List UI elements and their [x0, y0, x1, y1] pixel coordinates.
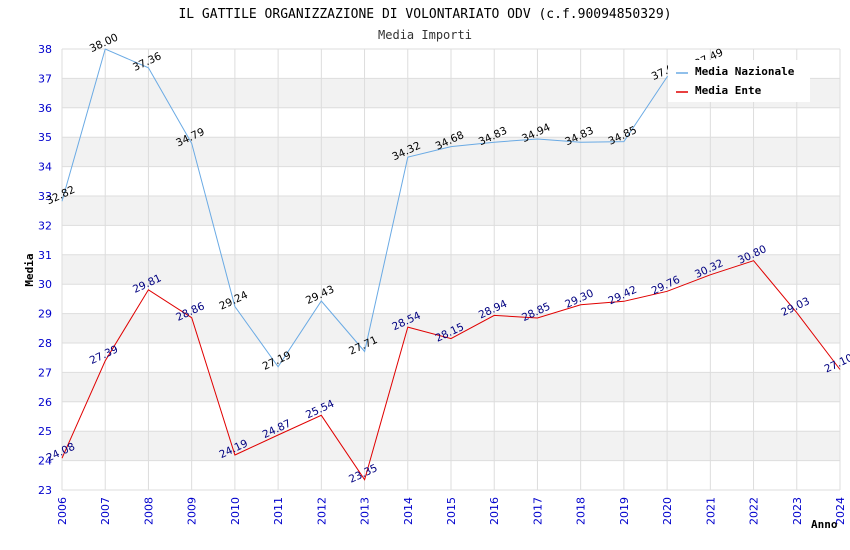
y-axis-label: Media — [23, 253, 36, 286]
y-tick-label: 31 — [38, 249, 52, 262]
data-label-1: 23.35 — [347, 462, 379, 486]
series-lines — [61, 48, 841, 481]
x-tick-label: 2016 — [488, 497, 501, 525]
series-line-1 — [61, 260, 841, 481]
series-line-0 — [61, 48, 711, 368]
x-tick-label: 2014 — [402, 497, 415, 525]
legend-label-ente: Media Ente — [695, 84, 762, 97]
x-tick-label: 2011 — [272, 497, 285, 525]
y-tick-label: 27 — [38, 366, 52, 379]
x-tick-label: 2010 — [229, 497, 242, 525]
x-tick-label: 2020 — [661, 497, 674, 525]
x-tick-label: 2021 — [704, 497, 717, 525]
y-axis-ticks: 23 24 25 26 27 28 29 30 31 32 33 34 35 36 37 38 — [38, 43, 52, 497]
data-label-1: 29.42 — [606, 284, 638, 308]
y-tick-label: 32 — [38, 219, 52, 232]
x-tick-label: 2015 — [445, 497, 458, 525]
y-tick-label: 33 — [38, 190, 52, 203]
y-tick-label: 26 — [38, 396, 52, 409]
data-label-0: 37.36 — [131, 50, 164, 74]
chart-subtitle: Media Importi — [378, 28, 472, 42]
x-axis-ticks: 2006 2007 2008 2009 2010 2011 2012 2013 2014 2015… — [56, 497, 847, 525]
x-tick-label: 2008 — [142, 497, 155, 525]
x-tick-label: 2009 — [186, 497, 199, 525]
y-tick-label: 35 — [38, 131, 52, 144]
x-axis-label: Anno — [811, 518, 838, 531]
data-label-0: 27.19 — [261, 349, 293, 373]
chart-title: IL GATTILE ORGANIZZAZIONE DI VOLONTARIAT… — [178, 7, 671, 22]
y-tick-label: 24 — [38, 455, 52, 468]
data-label-1: 29.30 — [563, 287, 595, 311]
y-tick-label: 30 — [38, 278, 52, 291]
y-tick-label: 28 — [38, 337, 52, 350]
grid-lines — [61, 48, 841, 491]
legend-box — [668, 60, 810, 102]
y-tick-label: 23 — [38, 484, 52, 497]
legend: Media Nazionale Media Ente — [668, 60, 810, 102]
x-tick-label: 2018 — [575, 497, 588, 525]
y-tick-label: 38 — [38, 43, 52, 56]
y-tick-label: 34 — [38, 161, 52, 174]
x-tick-label: 2023 — [791, 497, 804, 525]
x-tick-label: 2022 — [748, 497, 761, 525]
x-tick-label: 2007 — [99, 497, 112, 525]
y-tick-label: 37 — [38, 72, 52, 85]
x-tick-label: 2006 — [56, 497, 69, 525]
data-label-0: 29.24 — [217, 289, 250, 313]
x-tick-label: 2017 — [531, 497, 544, 525]
data-label-0: 38.00 — [88, 31, 120, 55]
y-tick-label: 29 — [38, 308, 52, 321]
x-tick-label: 2013 — [359, 497, 372, 525]
legend-label-nazionale: Media Nazionale — [695, 65, 795, 78]
x-tick-label: 2019 — [618, 497, 631, 525]
y-tick-label: 25 — [38, 425, 52, 438]
y-tick-label: 36 — [38, 102, 52, 115]
x-tick-label: 2012 — [315, 497, 328, 525]
x-tick-label: 2024 — [834, 497, 847, 525]
